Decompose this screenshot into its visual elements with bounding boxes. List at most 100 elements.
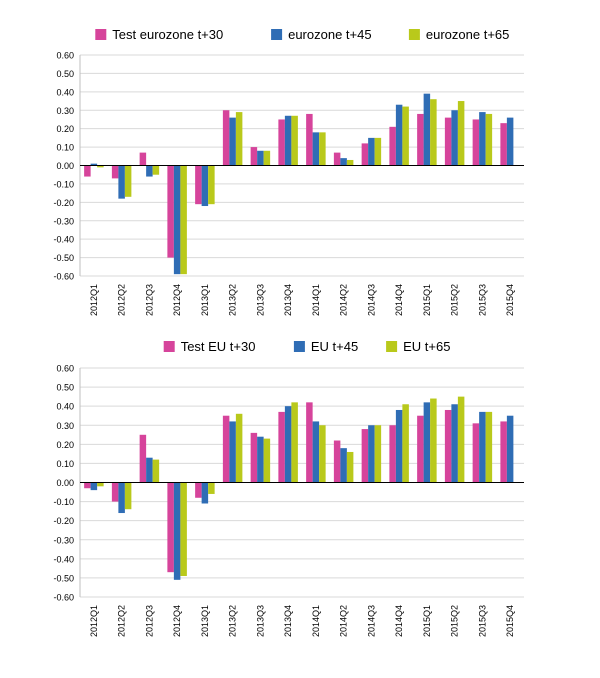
x-tick-label: 2014Q1 <box>311 605 321 637</box>
bar-2-2013Q1 <box>201 165 209 207</box>
y-tick-label: -0.60 <box>53 593 74 603</box>
y-tick-label: 0.60 <box>56 364 74 374</box>
bar-3-2013Q1 <box>208 482 215 494</box>
x-tick-label: 2013Q1 <box>200 284 210 316</box>
bar-1-2012Q1 <box>84 165 91 177</box>
bar-2-2015Q2 <box>451 404 458 483</box>
bar-2-2014Q4 <box>395 409 403 483</box>
x-tick-label: 2014Q2 <box>339 605 349 637</box>
y-tick-label: -0.60 <box>53 272 74 282</box>
bar-3-2013Q2 <box>235 413 243 483</box>
bar-1-2013Q1 <box>195 482 202 498</box>
y-tick-label: 0.30 <box>56 421 74 431</box>
x-tick-label: 2015Q2 <box>450 605 460 637</box>
bar-3-2012Q2 <box>124 165 132 197</box>
x-tick-label: 2012Q4 <box>172 284 182 316</box>
bar-3-2015Q2 <box>457 396 465 483</box>
bar-3-2013Q4 <box>291 402 298 483</box>
y-tick-label: -0.50 <box>53 573 74 583</box>
bar-2-2014Q1 <box>312 132 320 166</box>
y-tick-label: 0.00 <box>56 478 74 488</box>
x-tick-label: 2012Q2 <box>117 605 127 637</box>
bar-1-2015Q1 <box>417 113 424 166</box>
bar-1-2015Q4 <box>500 421 507 483</box>
legend-swatch-2 <box>271 29 283 40</box>
y-tick-label: -0.20 <box>53 198 74 208</box>
bar-2-2015Q4 <box>506 415 514 483</box>
bar-1-2013Q3 <box>250 147 258 166</box>
bar-3-2013Q2 <box>235 112 243 166</box>
y-tick-label: 0.10 <box>56 143 74 153</box>
bar-1-2014Q2 <box>333 440 341 483</box>
bar-3-2014Q3 <box>374 425 382 483</box>
bar-3-2014Q2 <box>346 451 354 483</box>
bar-3-2013Q3 <box>263 438 271 483</box>
y-tick-label: 0.20 <box>56 440 74 450</box>
bar-3-2012Q4 <box>180 165 187 275</box>
x-tick-label: 2015Q4 <box>505 284 515 316</box>
legend: Test eurozone t+30 eurozone t+45 eurozone … <box>95 27 509 42</box>
y-tick-label: -0.30 <box>53 216 74 226</box>
bar-3-2015Q2 <box>457 101 465 166</box>
bar-2-2014Q1 <box>312 421 320 483</box>
x-tick-label: 2015Q2 <box>450 284 460 316</box>
y-tick-label: -0.30 <box>53 535 74 545</box>
chart-1: -0.60 -0.50 -0.40 -0.30 -0.20 -0.10 0.00 0.10 0.… <box>53 27 524 316</box>
bar-3-2014Q3 <box>374 137 382 166</box>
bar-3-2015Q1 <box>430 99 437 166</box>
x-tick-label: 2014Q3 <box>366 284 376 316</box>
bar-3-2014Q4 <box>402 106 409 166</box>
bar-1-2014Q4 <box>389 126 396 166</box>
y-tick-label: 0.50 <box>56 69 74 79</box>
bar-3-2013Q1 <box>208 165 215 205</box>
bar-1-2014Q3 <box>361 429 369 483</box>
y-tick-label: -0.20 <box>53 516 74 526</box>
x-tick-label: 2015Q1 <box>422 605 432 637</box>
bar-1-2012Q3 <box>139 434 147 483</box>
bar-1-2014Q1 <box>306 402 313 483</box>
bar-2-2014Q2 <box>340 158 347 166</box>
bar-2-2014Q2 <box>340 448 347 483</box>
legend-swatch-3 <box>408 29 420 40</box>
bar-3-2012Q1 <box>97 482 104 487</box>
x-tick-label: 2014Q2 <box>339 284 349 316</box>
x-tick-label: 2014Q1 <box>311 284 321 316</box>
bar-2-2013Q1 <box>201 482 209 504</box>
bar-1-2012Q2 <box>111 165 119 179</box>
bar-2-2013Q3 <box>257 436 264 483</box>
legend: Test EU t+30 EU t+45 EU t+65 <box>163 339 450 354</box>
bar-3-2014Q1 <box>319 425 326 483</box>
x-tick-label: 2013Q3 <box>255 605 265 637</box>
bar-1-2015Q4 <box>500 123 507 166</box>
x-tick-label: 2012Q4 <box>172 605 182 637</box>
y-tick-label: 0.00 <box>56 161 74 171</box>
legend-label-3: EU t+65 <box>403 339 450 354</box>
x-tick-label: 2013Q4 <box>283 605 293 637</box>
x-tick-label: 2013Q2 <box>228 605 238 637</box>
bar-3-2014Q1 <box>319 132 326 166</box>
bar-3-2013Q3 <box>263 150 271 166</box>
legend-swatch-1 <box>163 341 175 352</box>
bar-1-2015Q2 <box>444 117 452 166</box>
y-tick-label: -0.40 <box>53 554 74 564</box>
y-tick-label: 0.60 <box>56 51 74 61</box>
bar-1-2013Q1 <box>195 165 202 205</box>
bar-1-2014Q4 <box>389 425 396 483</box>
x-tick-label: 2013Q2 <box>228 284 238 316</box>
bar-1-2014Q3 <box>361 143 369 166</box>
bar-1-2012Q4 <box>167 165 174 258</box>
bar-1-2013Q4 <box>278 119 285 166</box>
x-tick-label: 2015Q3 <box>477 284 487 316</box>
bar-2-2012Q4 <box>173 482 181 580</box>
bar-2-2012Q2 <box>118 482 125 514</box>
legend-swatch-1 <box>95 29 107 40</box>
bar-2-2012Q3 <box>146 457 153 483</box>
bar-2-2013Q2 <box>229 421 236 483</box>
y-tick-label: -0.50 <box>53 253 74 263</box>
bar-3-2012Q2 <box>124 482 132 510</box>
bar-3-2014Q2 <box>346 159 354 166</box>
legend-label-2: eurozone t+45 <box>288 27 371 42</box>
y-tick-label: 0.50 <box>56 383 74 393</box>
bar-2-2015Q3 <box>479 411 486 483</box>
